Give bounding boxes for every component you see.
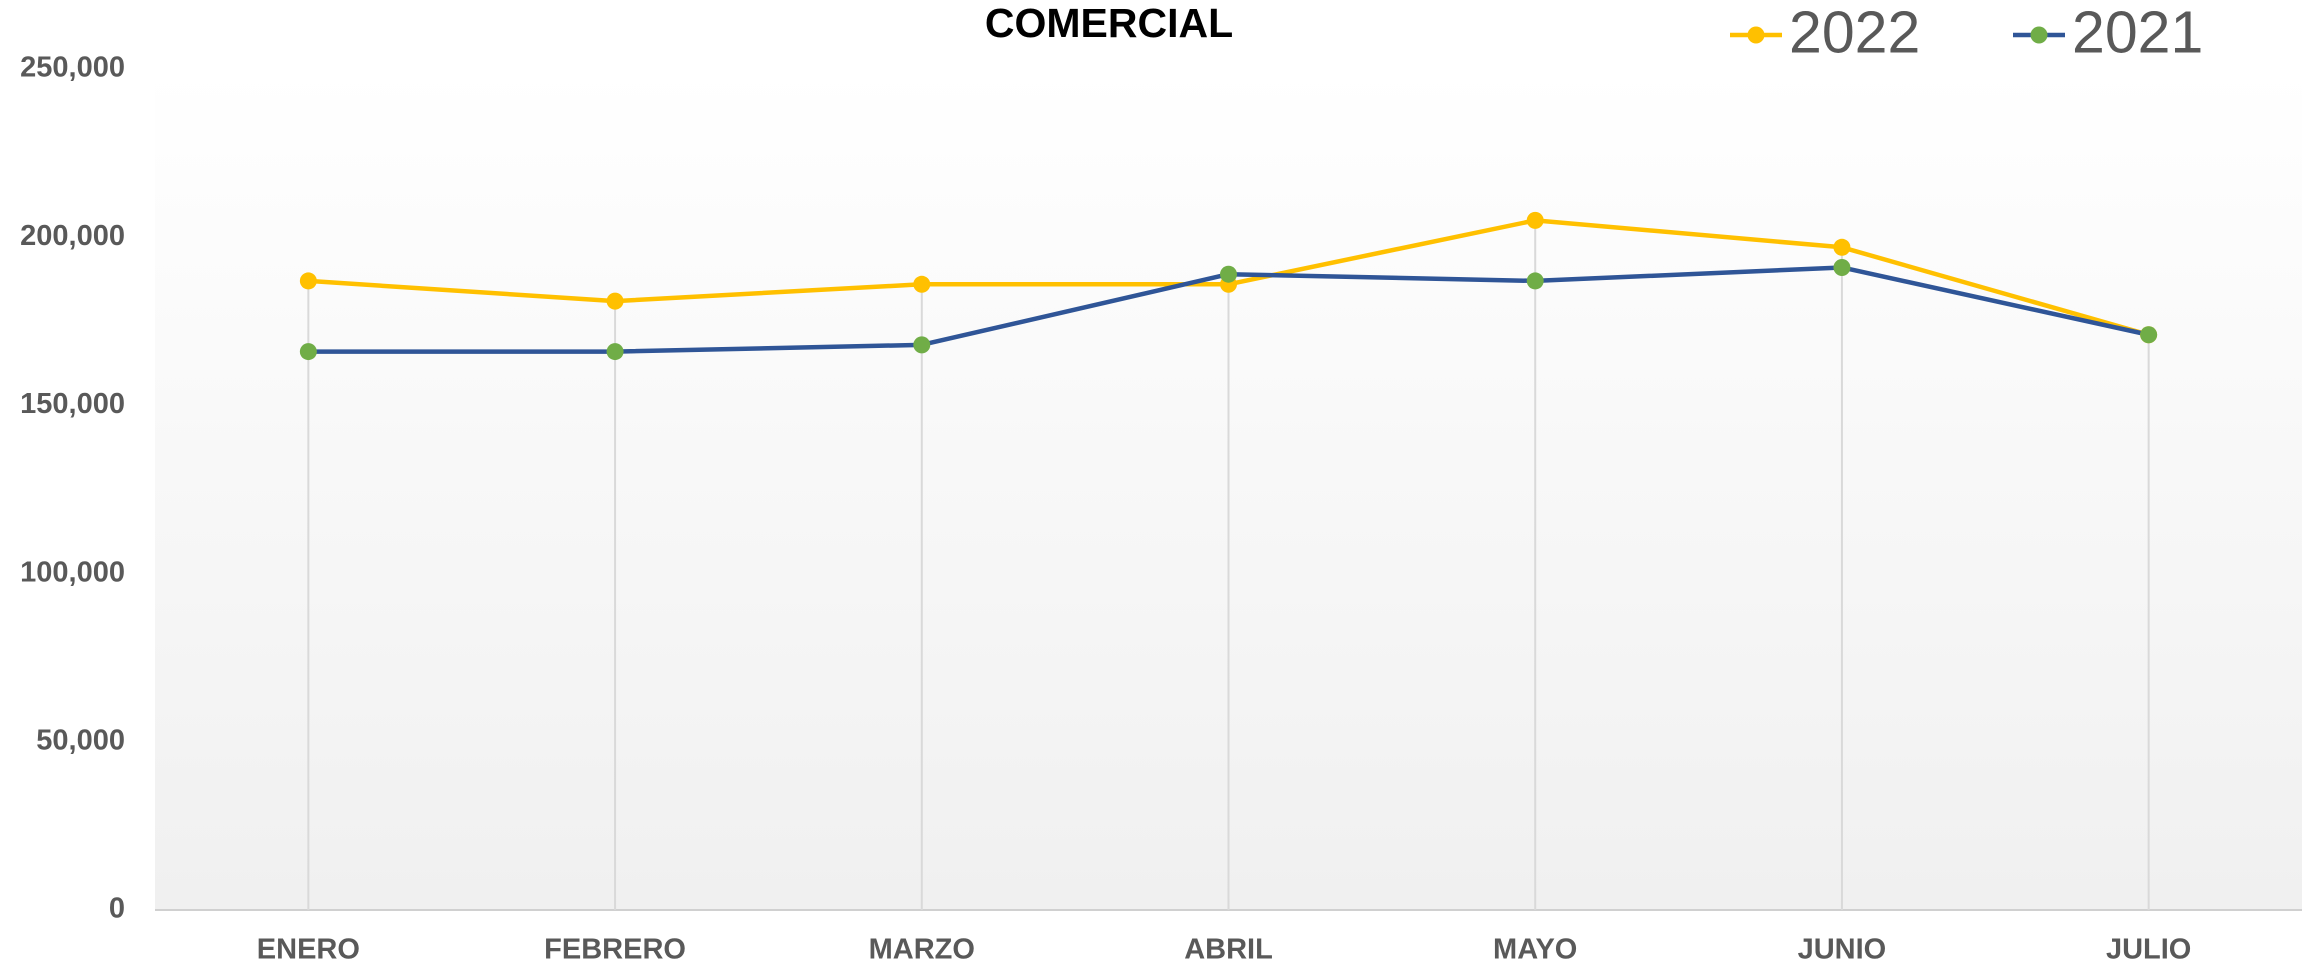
y-tick-label: 100,000	[20, 556, 125, 588]
data-point	[1526, 211, 1544, 229]
legend-marker	[1747, 26, 1765, 44]
data-point	[299, 343, 317, 361]
x-tick-label: JULIO	[2106, 934, 2191, 966]
y-tick-label: 200,000	[20, 220, 125, 252]
data-point	[913, 275, 931, 293]
data-point	[1220, 265, 1237, 283]
data-point	[606, 343, 624, 361]
data-point	[606, 292, 624, 310]
y-tick-label: 0	[109, 893, 125, 925]
legend-marker	[2030, 26, 2048, 44]
x-tick-label: MAYO	[1493, 934, 1577, 966]
data-point	[299, 272, 317, 290]
chart-title: COMERCIAL	[985, 0, 1233, 46]
data-point	[913, 336, 931, 354]
legend-label: 2022	[1789, 0, 1920, 66]
data-point	[1833, 238, 1851, 256]
y-tick-label: 50,000	[36, 724, 125, 756]
x-tick-label: ABRIL	[1184, 934, 1273, 966]
data-point	[1526, 272, 1544, 290]
data-point	[2140, 326, 2158, 344]
x-tick-label: FEBRERO	[544, 934, 686, 966]
y-tick-label: 150,000	[20, 388, 125, 420]
x-tick-label: ENERO	[257, 934, 360, 966]
x-tick-label: MARZO	[869, 934, 975, 966]
x-tick-label: JUNIO	[1798, 934, 1887, 966]
data-point	[1833, 258, 1851, 276]
legend-label: 2021	[2072, 0, 2203, 66]
y-tick-label: 250,000	[20, 52, 125, 84]
